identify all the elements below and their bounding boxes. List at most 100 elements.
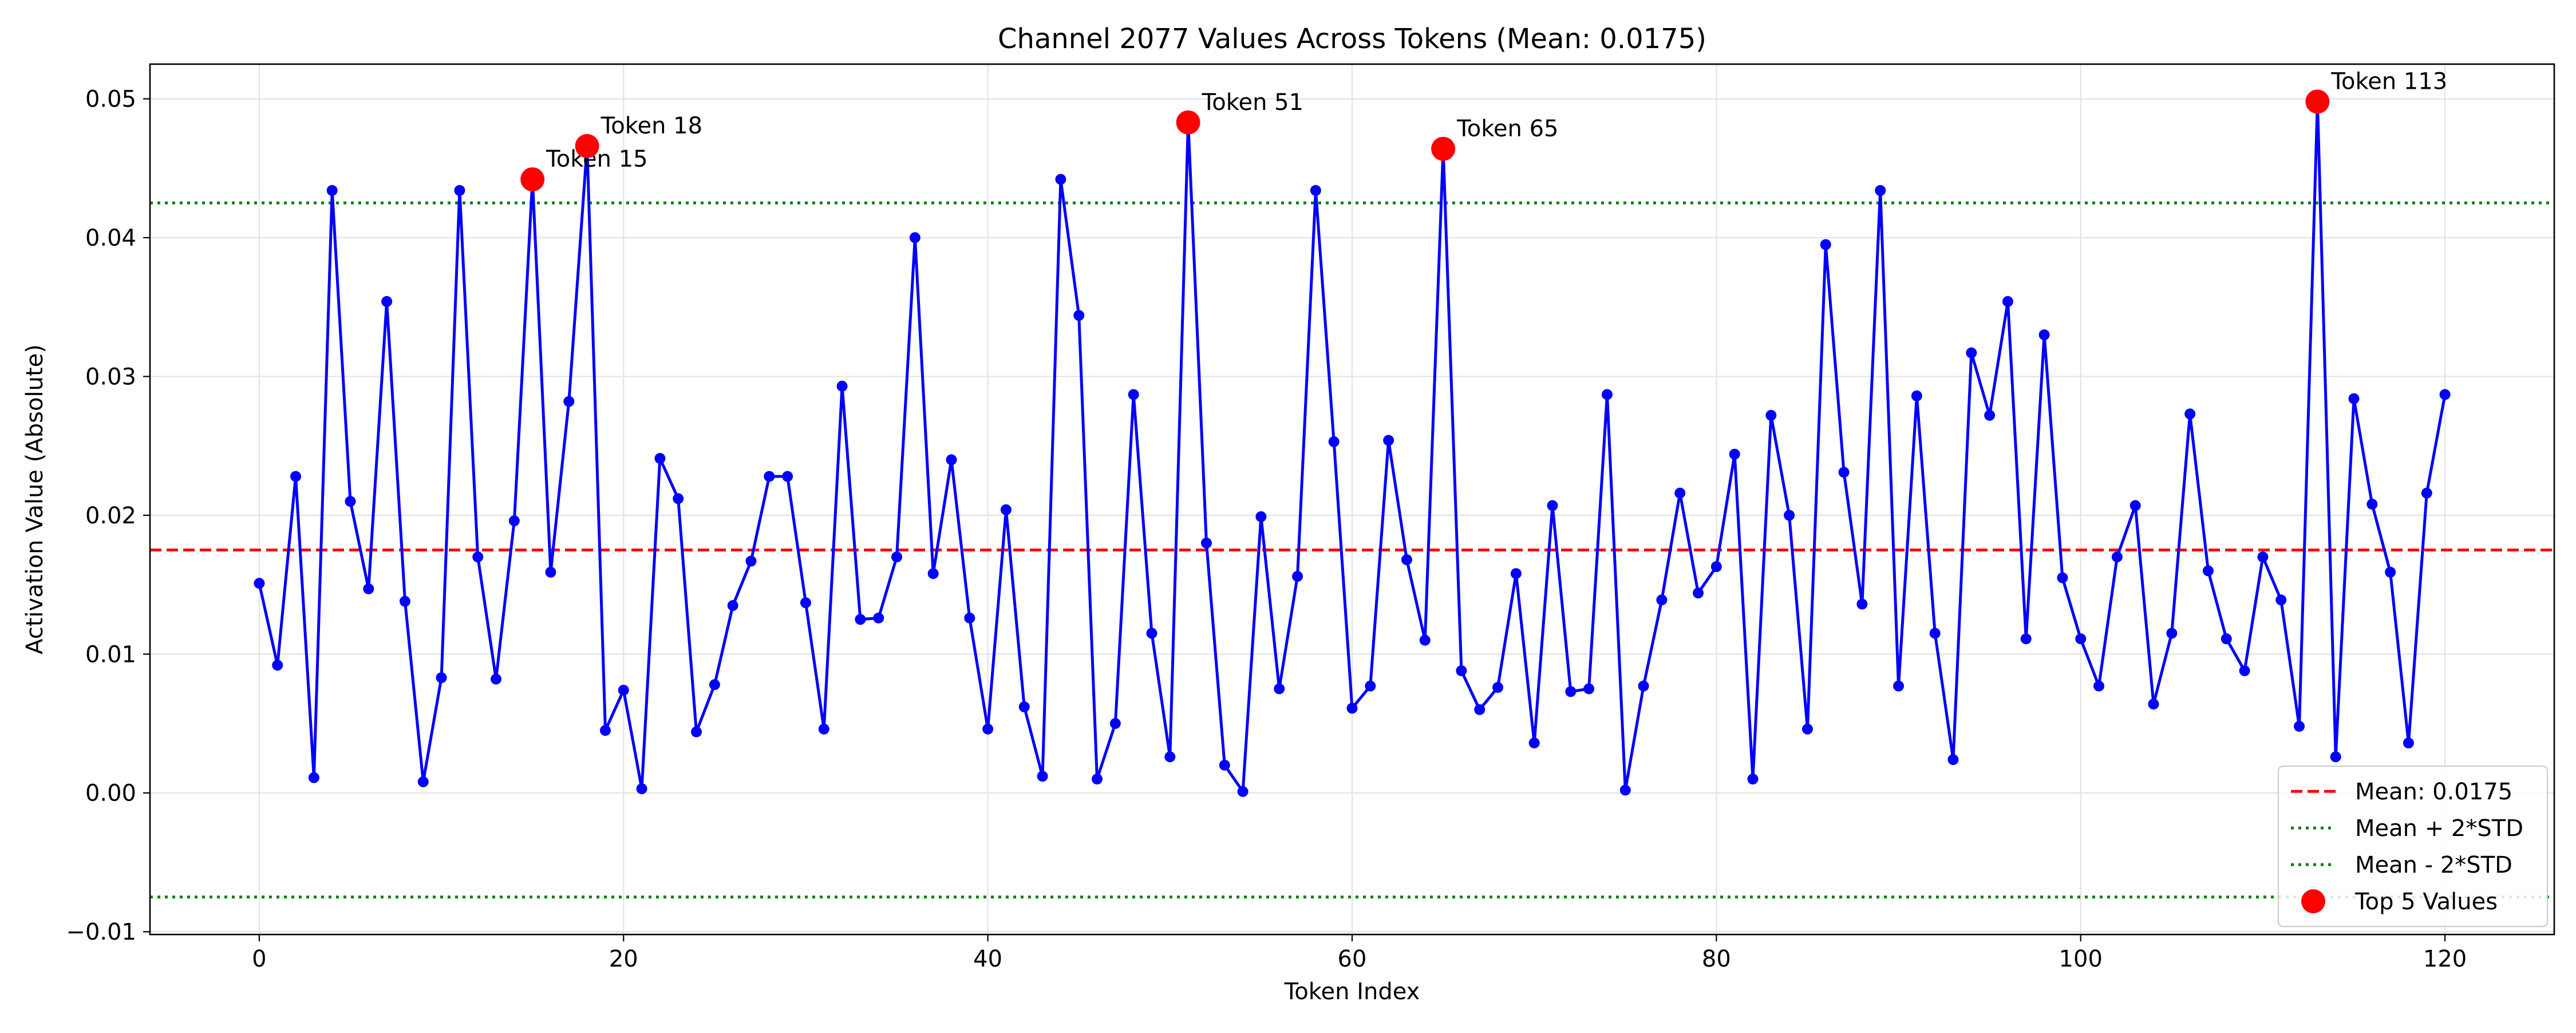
data-point xyxy=(1765,409,1777,421)
data-point xyxy=(2275,594,2287,606)
data-point xyxy=(1656,594,1668,606)
data-point xyxy=(636,783,647,794)
data-point xyxy=(290,471,302,482)
data-point xyxy=(1073,310,1085,321)
data-point xyxy=(1474,704,1485,715)
data-point xyxy=(2385,566,2396,578)
top-value-marker xyxy=(1176,110,1200,135)
data-point xyxy=(1911,390,1922,401)
data-point xyxy=(1838,467,1850,478)
data-point xyxy=(563,396,575,407)
data-point xyxy=(2348,393,2360,404)
data-point xyxy=(1328,436,1340,447)
top-value-marker xyxy=(1431,136,1456,161)
top-value-marker xyxy=(520,167,545,192)
data-point xyxy=(545,566,556,578)
data-point xyxy=(2184,408,2196,420)
data-point xyxy=(2439,389,2451,400)
data-point xyxy=(1875,185,1886,196)
data-point xyxy=(2294,720,2305,732)
data-point xyxy=(272,660,283,671)
data-point xyxy=(1966,347,1977,358)
data-point xyxy=(1693,588,1704,599)
data-point xyxy=(1638,680,1649,692)
data-point xyxy=(1037,771,1048,782)
data-point xyxy=(472,551,484,563)
data-point xyxy=(1456,665,1467,676)
x-tick-label: 100 xyxy=(2059,946,2103,972)
data-point xyxy=(618,684,629,696)
data-point xyxy=(2020,633,2032,645)
top-value-annotation: Token 113 xyxy=(2330,68,2447,94)
data-point xyxy=(2075,633,2087,645)
data-point xyxy=(964,612,975,624)
data-point xyxy=(709,679,720,691)
data-point xyxy=(1109,718,1121,730)
legend-top-values-swatch xyxy=(2301,889,2325,913)
data-point xyxy=(1164,751,1176,763)
grid xyxy=(150,64,2554,935)
x-tick-label: 0 xyxy=(252,946,266,972)
data-point xyxy=(454,185,465,196)
y-tick-label: −0.01 xyxy=(66,919,136,945)
axes: 0 20 40 60 80 100 120 −0.01 0.00 0.01 0.02 0.03 0.04… xyxy=(66,86,2467,972)
data-point xyxy=(1365,680,1376,692)
top-value-annotation: Token 18 xyxy=(600,113,702,139)
y-tick-label: 0.02 xyxy=(85,503,136,529)
data-point xyxy=(782,471,793,482)
data-point xyxy=(1346,703,1358,714)
y-axis-label: Activation Value (Absolute) xyxy=(22,344,48,655)
data-point xyxy=(2202,565,2214,577)
legend-top-values-label: Top 5 Values xyxy=(2354,889,2498,915)
y-tick-label: 0.03 xyxy=(85,364,136,390)
data-point xyxy=(1583,683,1595,695)
top-value-annotation: Token 51 xyxy=(1202,89,1303,116)
data-point xyxy=(1200,537,1212,549)
legend-upper-label: Mean + 2*STD xyxy=(2355,815,2523,842)
data-point xyxy=(1801,723,1813,735)
x-tick-label: 120 xyxy=(2423,946,2467,972)
data-point xyxy=(927,568,939,579)
data-point xyxy=(1947,754,1959,766)
data-point xyxy=(308,772,319,783)
data-point xyxy=(855,614,866,625)
top-value-annotation: Token 65 xyxy=(1456,116,1558,142)
data-point xyxy=(2057,572,2068,583)
data-point xyxy=(417,776,429,787)
data-point xyxy=(1729,448,1740,460)
data-point xyxy=(1674,487,1686,499)
top-value-marker xyxy=(2305,89,2330,114)
data-point xyxy=(891,551,903,563)
data-point xyxy=(381,296,393,307)
data-point xyxy=(982,723,994,735)
data-point xyxy=(1856,598,1868,610)
data-point xyxy=(254,578,265,589)
data-point xyxy=(2148,699,2159,710)
x-tick-label: 40 xyxy=(973,946,1002,972)
data-point xyxy=(1219,759,1230,771)
x-tick-label: 60 xyxy=(1338,946,1367,972)
data-point xyxy=(1601,389,1613,400)
data-point xyxy=(2038,329,2050,341)
data-point xyxy=(1619,784,1631,796)
data-point xyxy=(909,232,920,243)
legend-box xyxy=(2277,765,2549,928)
data-point xyxy=(2221,633,2232,645)
y-tick-label: 0.05 xyxy=(85,86,136,113)
data-point xyxy=(1310,185,1321,196)
legend-lower-label: Mean - 2*STD xyxy=(2355,852,2512,878)
data-point xyxy=(2093,680,2105,692)
data-point xyxy=(1055,174,1066,185)
data-point xyxy=(508,515,520,527)
data-point xyxy=(345,496,356,507)
data-point xyxy=(2239,665,2250,676)
data-point xyxy=(1401,554,1412,565)
data-point xyxy=(1255,511,1267,522)
data-point xyxy=(2002,296,2013,307)
data-point xyxy=(1984,409,1996,421)
data-point xyxy=(1492,681,1504,693)
data-point xyxy=(1383,435,1394,446)
